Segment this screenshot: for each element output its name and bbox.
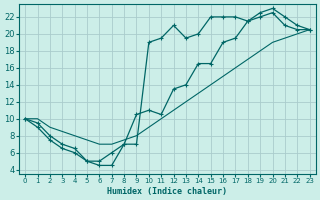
- X-axis label: Humidex (Indice chaleur): Humidex (Indice chaleur): [108, 187, 228, 196]
